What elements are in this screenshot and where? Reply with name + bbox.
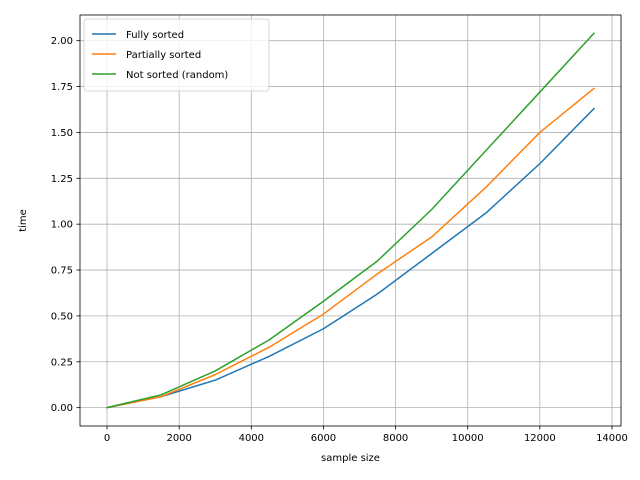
- x-tick-label: 8000: [383, 433, 408, 444]
- x-tick-label: 12000: [524, 433, 556, 444]
- y-tick-label: 0.00: [51, 403, 73, 414]
- y-tick-label: 0.75: [51, 266, 73, 277]
- y-tick-label: 1.25: [51, 174, 73, 185]
- x-axis-title: sample size: [321, 453, 380, 464]
- y-tick-label: 1.75: [51, 82, 73, 93]
- plot-frame: [79, 14, 622, 427]
- y-tick-label: 0.50: [51, 311, 73, 322]
- series-line-2: [106, 32, 596, 409]
- legend-label-2: Not sorted (random): [126, 70, 228, 81]
- y-axis-title: time: [18, 209, 29, 232]
- series-layer: [106, 32, 596, 409]
- y-tick-label: 1.50: [51, 128, 73, 139]
- y-tick-label: 2.00: [51, 36, 73, 47]
- legend-label-1: Partially sorted: [126, 50, 201, 61]
- y-tick-label: 1.00: [51, 220, 73, 231]
- legend-label-0: Fully sorted: [126, 30, 184, 41]
- y-tick-label: 0.25: [51, 357, 73, 368]
- series-line-0: [106, 107, 596, 409]
- x-tick-label: 10000: [452, 433, 484, 444]
- x-tick-label: 2000: [166, 433, 191, 444]
- x-tick-label: 6000: [311, 433, 336, 444]
- x-tick-label: 4000: [239, 433, 264, 444]
- tick-layer: 0 2000 4000 6000 8000 10000 12000 14000 0.00 0.25…: [51, 36, 628, 444]
- series-line-1: [106, 87, 596, 409]
- legend: Fully sorted Partially sorted Not sorted (…: [83, 18, 270, 92]
- x-tick-label: 0: [104, 433, 110, 444]
- legend-box: [83, 18, 270, 92]
- x-tick-label: 14000: [596, 433, 628, 444]
